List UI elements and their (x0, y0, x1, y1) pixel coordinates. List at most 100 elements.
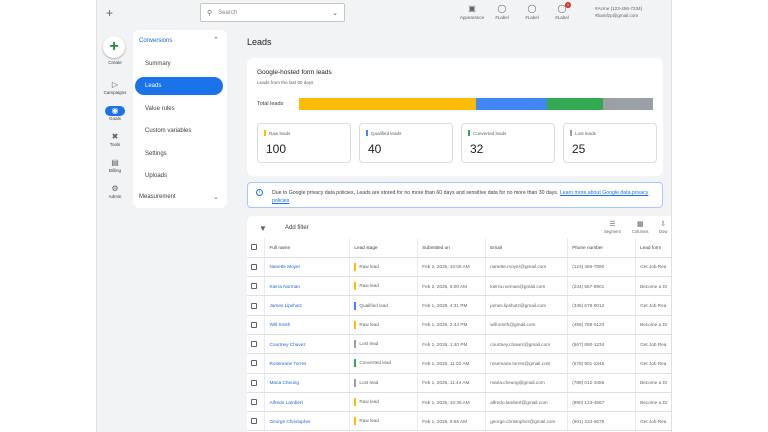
row-checkbox[interactable] (251, 341, 257, 348)
table-row[interactable]: Will Smith Raw lead Feb 1, 2026, 2:44 PM wi… (247, 315, 671, 335)
col-phone[interactable]: Phone number (567, 238, 637, 258)
lead-name-link[interactable]: Nanette Moyer (264, 257, 351, 278)
stage-color-marker (354, 417, 357, 426)
sidenav-item-custom-variables[interactable]: Custom variables (145, 128, 192, 134)
row-checkbox[interactable] (251, 360, 257, 367)
gear-icon: ⚙ (111, 184, 119, 193)
account-info[interactable]: #Acme (123-456-7234) #bamfzp@gmail.com (595, 5, 642, 19)
select-all-cell[interactable] (247, 238, 266, 258)
sidenav-item-summary[interactable]: Summary (145, 61, 171, 67)
add-filter-button[interactable]: Add filter (285, 225, 309, 231)
row-select-cell[interactable] (247, 334, 266, 355)
table-row[interactable]: Courtney Chavez Lost lead Feb 1, 2026, 1:4… (247, 334, 671, 355)
columns-button[interactable]: ▦ Columns (632, 221, 649, 234)
row-select-cell[interactable] (247, 276, 266, 297)
search-input[interactable]: Search (218, 9, 238, 16)
lead-name-link[interactable]: Rosemarie Torres (264, 353, 351, 374)
col-submitted-on[interactable]: Submitted on (417, 238, 487, 258)
sidenav-header[interactable]: Conversions (139, 38, 173, 44)
row-checkbox[interactable] (251, 379, 257, 386)
lead-name-link[interactable]: George Christopher (264, 411, 351, 432)
chevron-down-icon[interactable]: ⌄ (213, 194, 219, 201)
lead-name-link[interactable]: Kierra Norman (264, 276, 351, 297)
plus-icon[interactable]: + (106, 6, 114, 20)
sidenav-item-settings[interactable]: Settings (145, 151, 167, 157)
row-checkbox[interactable] (251, 418, 257, 425)
stat-value: 100 (266, 142, 287, 156)
sidenav-item-value-rules[interactable]: Value rules (145, 106, 175, 112)
bar-segment (546, 98, 604, 110)
label-button-3[interactable]: ◯ 1 #Label (547, 2, 577, 20)
lead-stage-text: Lost lead (359, 379, 379, 385)
row-checkbox[interactable] (251, 399, 257, 406)
col-lead-form[interactable]: Lead form (635, 238, 671, 258)
segment-button[interactable]: ☰ Segment (604, 221, 621, 234)
select-all-checkbox[interactable] (251, 244, 257, 251)
row-select-cell[interactable] (247, 257, 266, 278)
stat-label-text: Lost leads (575, 130, 596, 136)
label-button-2[interactable]: ◯ #Label (517, 4, 547, 20)
sidenav-item-leads[interactable]: Leads (135, 77, 223, 95)
row-select-cell[interactable] (247, 295, 266, 316)
lead-name-link[interactable]: Maria Cheung (264, 373, 351, 393)
sidenav-item-uploads[interactable]: Uploads (145, 173, 168, 179)
create-label: Create (108, 60, 122, 65)
tools-icon: ✖ (111, 132, 119, 141)
table-row[interactable]: Maria Cheung Lost lead Feb 1, 2026, 11:44 … (247, 373, 671, 393)
search-box[interactable]: ⚲ Search ⌄ (200, 3, 345, 22)
create-button[interactable]: + (103, 36, 125, 58)
download-button[interactable]: ⇩ Dow (659, 221, 667, 234)
rail-item-campaigns[interactable]: ▷ Campaigns (97, 80, 133, 96)
lead-form-cell: Get Job Rea (635, 295, 671, 316)
lead-name-link[interactable]: Will Smith (264, 315, 351, 335)
columns-label: Columns (632, 229, 649, 234)
rail-item-admin[interactable]: ⚙ Admin (97, 184, 133, 200)
app-window: + ⚲ Search ⌄ ▣ Appearance ◯ #Label ◯ #La… (96, 0, 672, 432)
table-row[interactable]: Kierra Norman Raw lead Feb 2, 2026, 6:00 A… (247, 276, 671, 297)
label-text: #Label (555, 15, 569, 20)
lead-stage-text: Lost lead (359, 341, 379, 347)
stat-value: 32 (470, 142, 484, 156)
rail-item-tools[interactable]: ✖ Tools (97, 132, 133, 148)
phone-cell: (901) 234-5678 (567, 411, 637, 432)
table-row[interactable]: Rosemarie Torres Converted lead Feb 1, 202… (247, 353, 671, 374)
lead-stage-cell: Converted lead (349, 353, 419, 374)
row-select-cell[interactable] (247, 392, 266, 413)
row-checkbox[interactable] (251, 283, 257, 290)
row-select-cell[interactable] (247, 411, 266, 432)
row-select-cell[interactable] (247, 315, 266, 335)
chevron-down-icon[interactable]: ⌄ (332, 9, 338, 17)
stat-card[interactable]: Lost leads 25 (563, 123, 657, 163)
submitted-on-cell: Feb 1, 2026, 10:35 AM (417, 392, 487, 413)
row-select-cell[interactable] (247, 353, 266, 374)
table-row[interactable]: Nanette Moyer Raw lead Feb 2, 2026, 10:06 … (247, 257, 671, 278)
lead-stage-cell: Raw lead (349, 257, 419, 278)
stat-card[interactable]: Qualified leads 40 (359, 123, 453, 163)
submitted-on-cell: Feb 2, 2026, 6:00 AM (417, 276, 487, 297)
rail-item-goals[interactable]: ◉ Goals (97, 106, 133, 122)
lead-name-link[interactable]: Courtney Chavez (264, 334, 351, 355)
col-email[interactable]: Email (485, 238, 569, 258)
label-button-1[interactable]: ◯ #Label (487, 4, 517, 20)
filter-icon[interactable]: ▼ (259, 224, 267, 233)
stat-card[interactable]: Converted leads 32 (461, 123, 555, 163)
lead-form-cell: Get Job Rea (635, 334, 671, 355)
row-checkbox[interactable] (251, 263, 257, 270)
table-row[interactable]: James Lipshutz Qualified lead Feb 1, 2026,… (247, 295, 671, 316)
lead-name-link[interactable]: James Lipshutz (264, 295, 351, 316)
row-select-cell[interactable] (247, 373, 266, 393)
rail-item-billing[interactable]: ▤ Billing (97, 158, 133, 174)
col-lead-stage[interactable]: Lead stage (349, 238, 419, 258)
table-row[interactable]: George Christopher Raw lead Feb 1, 2026, 9… (247, 411, 671, 432)
col-full-name[interactable]: Full name (264, 238, 351, 258)
table-row[interactable]: Alfredo Lambert Raw lead Feb 1, 2026, 10:3… (247, 392, 671, 413)
learn-more-link[interactable]: Learn more about Google data privacy pol… (272, 190, 649, 204)
stat-card[interactable]: Raw leads 100 (257, 123, 351, 163)
sidenav-measurement[interactable]: Measurement (139, 194, 176, 200)
appearance-button[interactable]: ▣ Appearance (457, 4, 487, 20)
chevron-up-icon[interactable]: ⌃ (213, 37, 219, 44)
lead-stage-text: Raw lead (359, 399, 379, 405)
row-checkbox[interactable] (251, 302, 257, 309)
lead-name-link[interactable]: Alfredo Lambert (264, 392, 351, 413)
row-checkbox[interactable] (251, 321, 257, 328)
